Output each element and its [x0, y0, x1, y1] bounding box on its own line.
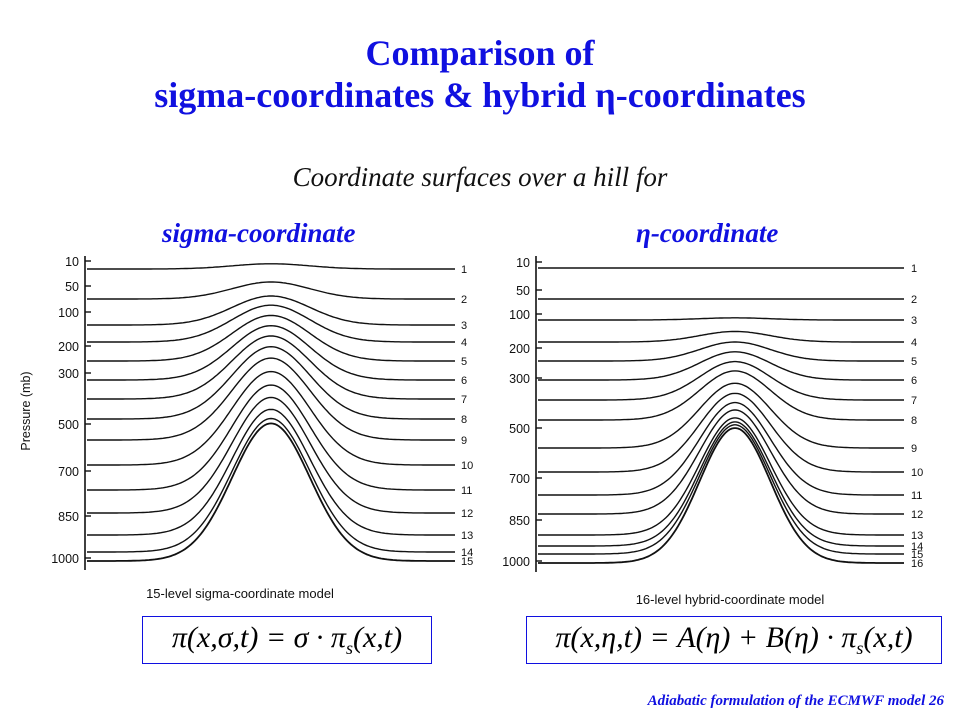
coordinate-surface-line — [538, 401, 904, 496]
coordinate-surface-line — [538, 424, 904, 555]
coordinate-surface-line — [87, 324, 455, 381]
slide-footer: Adiabatic formulation of the ECMWF model… — [647, 693, 944, 709]
title-line-2: sigma-coordinates & hybrid η-coordinates — [154, 75, 806, 115]
coordinate-surface-line — [87, 408, 455, 536]
level-number-label: 2 — [911, 294, 917, 306]
pressure-tick-label: 300 — [509, 372, 530, 386]
coordinate-surface-line — [538, 351, 904, 381]
level-number-label: 10 — [461, 460, 473, 472]
level-number-label: 2 — [461, 294, 467, 306]
slide-title: Comparison of sigma-coordinates & hybrid… — [0, 32, 960, 116]
coordinate-surface-line — [538, 360, 904, 401]
pressure-axis-title: Pressure (mb) — [19, 371, 33, 450]
coordinate-surface-line — [538, 317, 904, 321]
level-number-label: 4 — [461, 337, 467, 349]
sigma-formula: π(x,σ,t) = σ · πs(x,t) — [142, 616, 432, 664]
pressure-tick-label: 500 — [509, 422, 530, 436]
coordinate-surface-line — [87, 417, 455, 553]
level-number-label: 11 — [461, 485, 472, 497]
level-number-label: 11 — [911, 490, 922, 502]
pressure-tick-label: 500 — [58, 418, 79, 432]
level-number-label: 7 — [461, 394, 467, 406]
pressure-tick-label: 100 — [58, 306, 79, 320]
level-number-label: 3 — [461, 320, 467, 332]
pressure-tick-label: 50 — [516, 284, 530, 298]
coordinate-surface-line — [538, 330, 904, 343]
sigma-formula-text: π(x,σ,t) = σ · πs(x,t) — [171, 621, 403, 658]
pressure-tick-label: 200 — [58, 340, 79, 354]
coordinate-surface-line — [87, 345, 455, 420]
pressure-tick-label: 1000 — [51, 552, 79, 566]
level-number-label: 16 — [911, 558, 923, 570]
coordinate-surface-line — [87, 370, 455, 466]
level-number-label: 8 — [461, 414, 467, 426]
eta-coordinate-diagram: 10 50 100 200 300 500 700 850 1000 1 2 3 4 5 6 7 8 9 10 11 1… — [490, 252, 950, 617]
level-number-label: 9 — [911, 443, 917, 455]
level-number-label: 5 — [461, 356, 467, 368]
sigma-panel-heading: sigma-coordinate — [162, 218, 356, 248]
panel-caption: 15-level sigma-coordinate model — [146, 586, 334, 601]
sigma-coordinate-diagram: 10 50 100 200 300 500 700 850 1000 Pressure (mb) 1… — [10, 252, 480, 612]
coordinate-surface-line — [87, 304, 455, 343]
level-number-label: 15 — [461, 556, 473, 568]
level-number-label: 1 — [461, 264, 467, 276]
panel-caption: 16-level hybrid-coordinate model — [636, 592, 825, 607]
level-number-label: 14 — [461, 547, 473, 559]
pressure-tick-label: 50 — [65, 280, 79, 294]
coordinate-surface-line — [538, 341, 904, 362]
level-number-label: 4 — [911, 337, 917, 349]
eta-formula: π(x,η,t) = A(η) + B(η) · πs(x,t) — [526, 616, 942, 664]
coordinate-surface-line — [538, 392, 904, 473]
level-number-label: 14 — [911, 541, 923, 553]
eta-formula-text: π(x,η,t) = A(η) + B(η) · πs(x,t) — [555, 621, 913, 658]
level-number-label: 8 — [911, 415, 917, 427]
coordinate-surface-line — [538, 409, 904, 515]
coordinate-surface-line — [87, 384, 455, 491]
level-number-label: 5 — [911, 356, 917, 368]
coordinate-surface-line — [87, 281, 455, 300]
coordinate-surface-line — [87, 335, 455, 400]
coordinate-surface-line — [538, 370, 904, 421]
pressure-tick-label: 100 — [509, 308, 530, 322]
coordinate-surface-line — [538, 427, 904, 564]
pressure-tick-label: 700 — [509, 472, 530, 486]
level-number-label: 13 — [461, 530, 473, 542]
pressure-tick-label: 300 — [58, 367, 79, 381]
coordinate-surface-line — [87, 263, 455, 270]
pressure-tick-label: 200 — [509, 342, 530, 356]
eta-panel-heading: η-coordinate — [636, 218, 779, 248]
coordinate-surface-line — [87, 396, 455, 514]
level-number-label: 13 — [911, 530, 923, 542]
level-number-label: 3 — [911, 315, 917, 327]
pressure-tick-label: 10 — [65, 255, 79, 269]
coordinate-surface-line — [87, 314, 455, 362]
coordinate-surface-line — [87, 357, 455, 441]
pressure-tick-label: 850 — [509, 514, 530, 528]
level-number-label: 7 — [911, 395, 917, 407]
pressure-tick-label: 1000 — [502, 555, 530, 569]
level-number-label: 1 — [911, 263, 917, 275]
pressure-tick-label: 700 — [58, 465, 79, 479]
pressure-tick-label: 850 — [58, 510, 79, 524]
coordinate-surface-line — [538, 417, 904, 536]
coordinate-surface-line — [87, 295, 455, 326]
level-number-label: 15 — [911, 549, 923, 561]
level-number-label: 12 — [911, 509, 923, 521]
title-line-1: Comparison of — [365, 33, 595, 73]
coordinate-surface-line — [538, 382, 904, 449]
coordinate-surface-line — [87, 422, 455, 562]
level-number-label: 12 — [461, 508, 473, 520]
level-number-label: 10 — [911, 467, 923, 479]
coordinate-surface-line — [538, 421, 904, 547]
subtitle: Coordinate surfaces over a hill for — [292, 162, 668, 192]
level-number-label: 9 — [461, 435, 467, 447]
level-number-label: 6 — [911, 375, 917, 387]
level-number-label: 6 — [461, 375, 467, 387]
pressure-tick-label: 10 — [516, 256, 530, 270]
